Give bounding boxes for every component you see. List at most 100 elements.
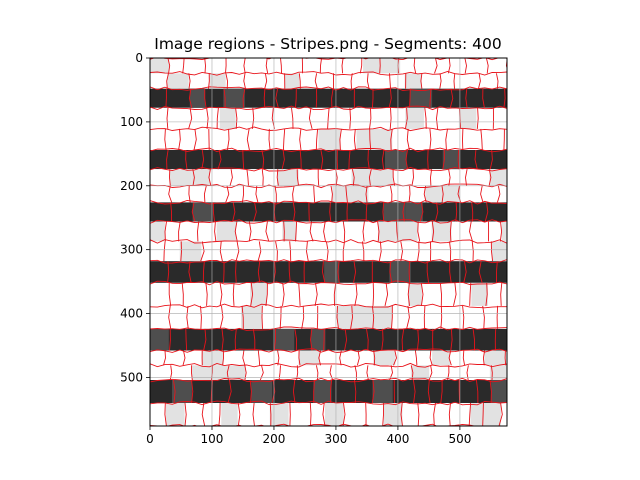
segment-boundary (308, 107, 313, 130)
segment-boundary (368, 169, 372, 186)
segment-boundary (389, 185, 393, 203)
segment-boundary (336, 305, 339, 329)
segment-shade (491, 241, 507, 262)
segment-shade (313, 380, 332, 403)
segment-shade (373, 350, 396, 366)
segment-boundary (283, 221, 285, 242)
segment-boundary (485, 282, 488, 306)
segment-boundary (369, 107, 372, 129)
y-axis-ticks: 0 100 200 300 400 500 (120, 51, 150, 384)
segment-boundary (173, 379, 176, 404)
segment-boundary (430, 169, 433, 186)
segment-boundary (263, 88, 266, 108)
segment-boundary (449, 221, 452, 242)
segment-boundary (150, 219, 507, 224)
segment-boundary (225, 73, 228, 89)
segment-boundary (453, 73, 456, 89)
segment-boundary (503, 88, 506, 108)
segment-shade (440, 185, 461, 203)
segment-boundary (225, 185, 230, 203)
segment-boundary (188, 88, 193, 108)
segment-boundary (150, 400, 507, 406)
segment-boundary (150, 105, 507, 111)
segment-boundary (325, 241, 329, 262)
segment-shade (346, 185, 369, 203)
segment-boundary (462, 305, 465, 329)
segment-boundary (429, 350, 433, 366)
segment-boundary (185, 149, 188, 170)
segment-boundary (389, 73, 391, 89)
segment-boundary (319, 58, 323, 74)
segment-boundary (371, 88, 374, 108)
segment-boundary (405, 149, 409, 170)
segment-boundary (200, 241, 205, 262)
chart-title: Image regions - Stripes.png - Segments: … (154, 35, 502, 53)
x-tick-label: 0 (146, 432, 154, 446)
segment-boundary (382, 402, 385, 426)
segment-boundary (313, 379, 316, 403)
segment-shade (310, 328, 326, 351)
segment-boundary (167, 58, 171, 74)
segment-boundary (252, 402, 255, 426)
segment-boundary (201, 149, 205, 170)
segment-boundary (436, 107, 439, 129)
segment-shade (356, 128, 371, 150)
segment-shade (432, 350, 451, 366)
segment-boundary (150, 166, 507, 172)
segment-boundary (420, 282, 424, 306)
segment-boundary (331, 88, 334, 108)
segment-boundary (471, 241, 474, 262)
segment-shade (491, 380, 507, 403)
segment-boundary (471, 202, 474, 222)
segment-boundary (500, 282, 503, 306)
segment-boundary (453, 282, 457, 306)
segment-boundary (465, 169, 468, 186)
segment-boundary (329, 202, 332, 222)
segment-boundary (200, 305, 202, 329)
segment-boundary (419, 202, 424, 222)
segment-boundary (476, 107, 479, 129)
segment-boundary (279, 305, 282, 329)
segment-boundary (423, 305, 426, 329)
segment-shade (277, 169, 299, 186)
segment-boundary (212, 202, 215, 222)
segment-boundary (353, 261, 357, 283)
segment-boundary (455, 202, 458, 222)
segment-shade (351, 169, 373, 186)
segment-boundary (333, 282, 337, 306)
segment-shade (269, 403, 289, 426)
segment-boundary (381, 328, 384, 351)
segment-boundary (150, 280, 507, 286)
segment-boundary (482, 350, 486, 366)
segment-boundary (242, 149, 245, 170)
segment-shade (150, 58, 170, 74)
segment-boundary (292, 379, 296, 404)
segment-boundary (292, 185, 295, 203)
segment-boundary (185, 328, 188, 351)
segment-boundary (420, 73, 423, 89)
segment-shade (172, 380, 192, 403)
segment-boundary (243, 73, 246, 89)
segment-boundary (345, 185, 348, 203)
segment-boundary (299, 149, 302, 170)
segment-boundary (216, 107, 219, 129)
segment-shade (458, 107, 477, 129)
segment-boundary (407, 282, 410, 306)
segment-boundary (294, 328, 298, 351)
segment-boundary (408, 261, 411, 283)
segment-boundary (323, 221, 326, 242)
segment-boundary (164, 402, 167, 426)
segment-boundary (257, 241, 262, 262)
segment-boundary (337, 261, 340, 283)
segment-boundary (382, 202, 385, 222)
segment-boundary (182, 350, 186, 366)
segment-boundary (298, 73, 301, 89)
grid-lines (150, 58, 507, 426)
segment-boundary (409, 88, 411, 108)
segment-boundary (237, 402, 241, 426)
segment-boundary (365, 185, 368, 203)
segment-boundary (427, 149, 429, 170)
segment-boundary (275, 241, 278, 262)
segment-boundary (482, 88, 485, 108)
segment-boundary (442, 149, 445, 170)
